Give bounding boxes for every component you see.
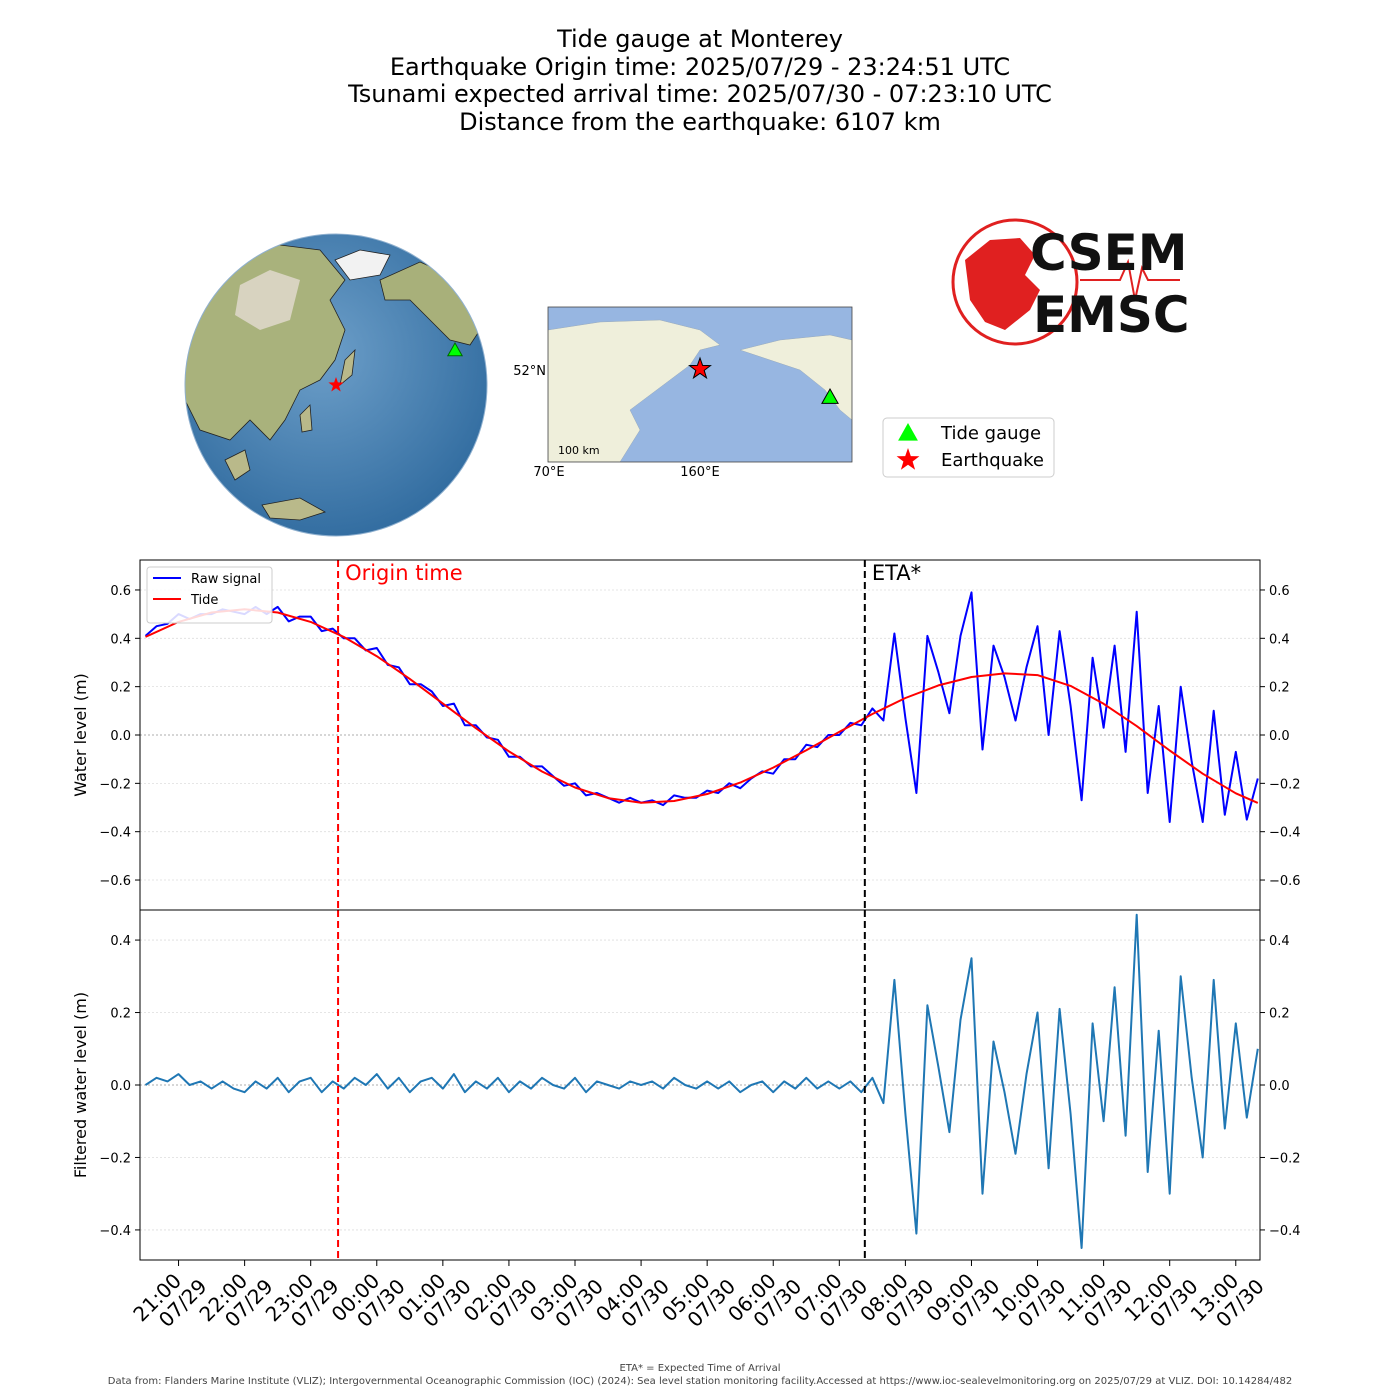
lat-label: 52°N — [513, 364, 546, 379]
y-tick-label: −0.4 — [99, 1224, 131, 1239]
y-tick-label: 0.2 — [1269, 681, 1290, 696]
event-label: ETA* — [872, 561, 921, 585]
logo — [951, 218, 1180, 346]
logo-text: EMSC — [1033, 286, 1190, 344]
legend-box — [146, 566, 273, 624]
title-line: Distance from the earthquake: 6107 km — [459, 108, 941, 136]
y-tick-label: 0.2 — [110, 681, 131, 696]
y-tick-label: −0.2 — [1269, 777, 1301, 792]
legend-label: Earthquake — [941, 450, 1044, 471]
y-tick-label: 0.4 — [1269, 632, 1290, 647]
y-tick-label: 0.0 — [1269, 1079, 1290, 1094]
title-line: Tsunami expected arrival time: 2025/07/3… — [347, 80, 1052, 108]
y-tick-label: 0.4 — [110, 934, 131, 949]
series-line — [144, 913, 1259, 1249]
logo-text: CSEM — [1030, 224, 1188, 282]
y-tick-label: −0.2 — [1269, 1151, 1301, 1166]
y-tick-label: −0.4 — [1269, 826, 1301, 841]
footnote: ETA* = Expected Time of Arrival — [619, 1363, 780, 1374]
map-legend — [882, 417, 1055, 478]
tide-gauge-marker — [446, 341, 464, 357]
y-tick-label: 0.4 — [1269, 934, 1290, 949]
y-axis-label: Filtered water level (m) — [71, 992, 90, 1178]
plot-area — [144, 913, 1259, 1249]
lon-label: 160°E — [680, 465, 720, 480]
event-label: Origin time — [345, 561, 463, 585]
plot-area — [144, 591, 1259, 823]
earthquake-marker — [328, 377, 344, 392]
y-tick-label: 0.0 — [110, 729, 131, 744]
y-tick-label: 0.0 — [1269, 729, 1290, 744]
title-line: Tide gauge at Monterey — [556, 25, 843, 53]
lon-label: 70°E — [533, 465, 564, 480]
y-axis-label: Water level (m) — [71, 673, 90, 797]
tide-gauge-marker — [821, 387, 839, 404]
y-tick-label: 0.0 — [110, 1079, 131, 1094]
legend-label: Raw signal — [191, 572, 261, 587]
y-tick-label: −0.2 — [99, 1151, 131, 1166]
y-tick-label: −0.6 — [99, 874, 131, 889]
scale-label: 100 km — [558, 444, 600, 457]
y-tick-label: 0.6 — [1269, 584, 1290, 599]
y-tick-label: −0.2 — [99, 777, 131, 792]
legend-marker — [898, 423, 918, 441]
footnote: Data from: Flanders Marine Institute (VL… — [108, 1376, 1293, 1387]
inset-map — [547, 306, 853, 463]
y-tick-label: 0.6 — [110, 584, 131, 599]
y-tick-label: 0.2 — [110, 1007, 131, 1022]
y-tick-label: −0.6 — [1269, 874, 1301, 889]
title-line: Earthquake Origin time: 2025/07/29 - 23:… — [390, 53, 1010, 81]
legend-label: Tide — [190, 593, 218, 608]
y-tick-label: −0.4 — [99, 826, 131, 841]
legend-label: Tide gauge — [940, 423, 1041, 444]
earthquake-marker — [688, 356, 712, 380]
axes-frame — [139, 909, 1261, 1261]
series-line — [145, 608, 1259, 804]
y-tick-label: 0.4 — [110, 632, 131, 647]
y-tick-label: −0.4 — [1269, 1224, 1301, 1239]
legend-marker — [896, 448, 920, 470]
y-tick-label: 0.2 — [1269, 1007, 1290, 1022]
